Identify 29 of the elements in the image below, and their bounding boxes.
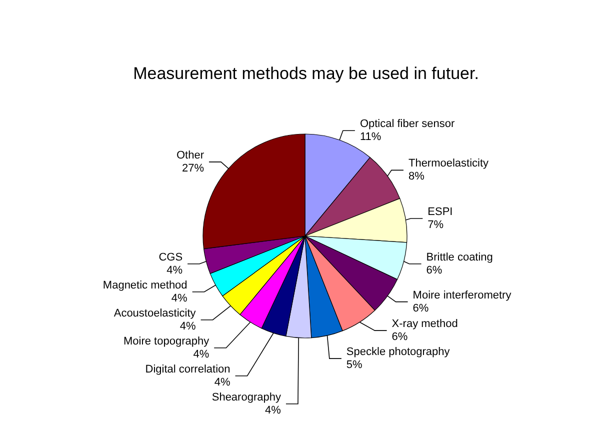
chart-title: Measurement methods may be used in futuer. [133, 64, 479, 83]
data-label: 6% [426, 264, 442, 276]
slice-label: Shearography [212, 391, 282, 404]
data-label: 6% [412, 302, 429, 314]
slice-label: Brittle coating [426, 251, 493, 264]
data-label: 5% [346, 359, 363, 372]
data-label: 4% [171, 292, 188, 304]
data-label: 6% [392, 331, 408, 344]
slice-label: CGS [158, 251, 183, 264]
slice-label: Acoustoelasticity [114, 307, 196, 320]
slice-label: Other [176, 149, 204, 162]
data-label: 8% [408, 170, 425, 183]
slice-label: Digital correlation [145, 363, 230, 376]
slice-label: Moire topography [124, 335, 210, 348]
data-label: 4% [166, 264, 183, 276]
data-label: 11% [360, 131, 382, 144]
slice-label: ESPI [428, 206, 453, 218]
slice-label: Optical fiber sensor [360, 118, 456, 130]
slice-label: Moire interferometry [412, 289, 512, 302]
data-label: 4% [265, 404, 282, 416]
slice-label: Speckle photography [346, 346, 450, 358]
data-label: 7% [428, 218, 444, 231]
data-label: 4% [180, 320, 196, 332]
slice-label: Magnetic method [102, 279, 188, 292]
data-label: 4% [214, 376, 230, 388]
data-label: 4% [193, 348, 210, 360]
slice-label: X-ray method [392, 318, 458, 330]
data-label: 27% [182, 162, 204, 174]
slice-label: Thermoelasticity [408, 158, 490, 170]
